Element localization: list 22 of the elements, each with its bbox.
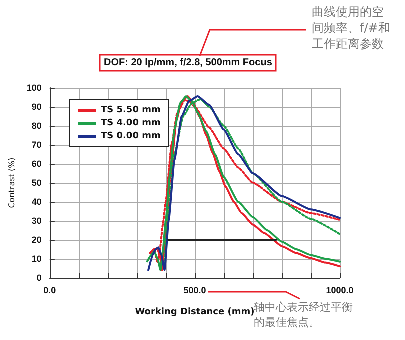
legend-label: TS 5.50 mm: [101, 106, 161, 116]
y-tick-label: 10: [32, 254, 42, 264]
y-tick-label: 80: [32, 121, 42, 131]
x-axis-title: Working Distance (mm): [135, 308, 255, 318]
y-axis-title: Contrast (%): [8, 158, 16, 208]
chart-title: DOF: 20 lp/mm, f/2.8, 500mm Focus: [104, 58, 273, 68]
text: 轴中心表示经过平衡的最佳焦点。: [254, 301, 353, 329]
y-tick-label: 30: [32, 216, 42, 226]
legend-label: TS 4.00 mm: [101, 118, 161, 128]
x-tick-label: 500.0: [184, 286, 206, 296]
y-tick-label: 100: [26, 83, 42, 93]
legend-label: TS 0.00 mm: [101, 132, 161, 142]
y-tick-label: 90: [32, 102, 42, 112]
y-tick-label: 50: [32, 178, 42, 188]
y-tick-label: 40: [32, 197, 42, 207]
y-tick-label: 0: [36, 273, 42, 283]
x-tick-label: 1000.0: [326, 286, 354, 296]
y-tick-label: 60: [32, 159, 42, 169]
text: 曲线使用的空间频率、f/#和工作距离参数: [312, 5, 390, 51]
x-tick-label: 0.0: [44, 286, 56, 296]
y-tick-label: 20: [32, 235, 42, 245]
y-tick-label: 70: [32, 140, 42, 150]
